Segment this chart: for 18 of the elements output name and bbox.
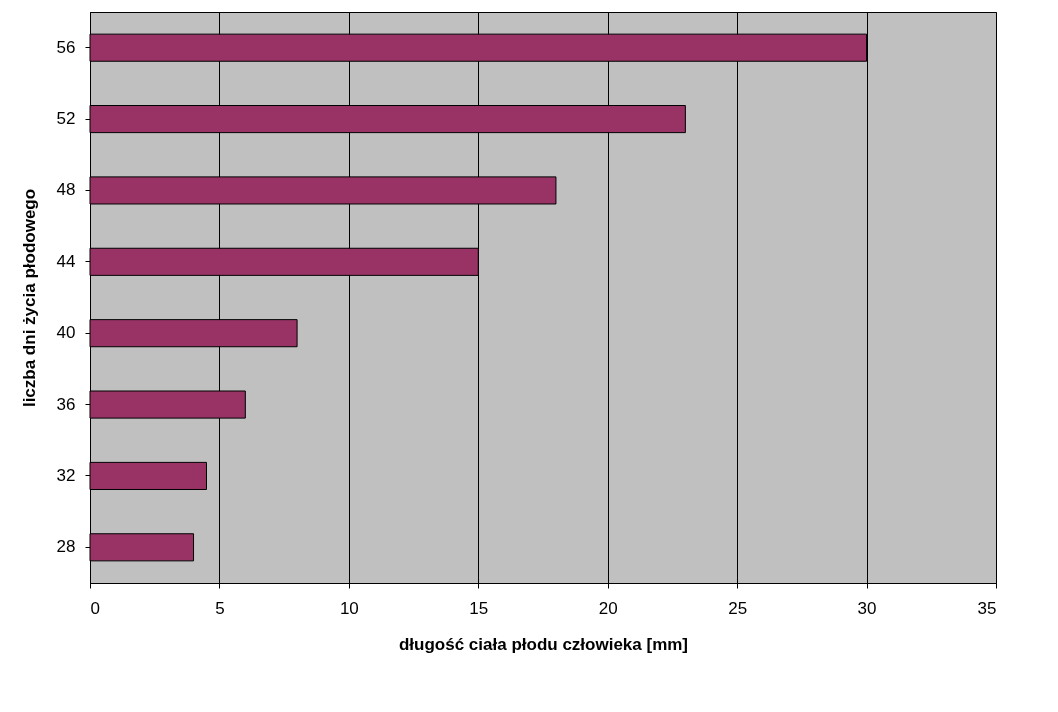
- x-axis-title: długość ciała płodu człowieka [mm]: [398, 634, 689, 654]
- y-tick-label: 32: [56, 465, 76, 485]
- x-tick-label: 30: [857, 598, 877, 618]
- x-tick-label: 20: [598, 598, 618, 618]
- x-tick-label: 15: [469, 598, 489, 618]
- y-tick-label: 52: [56, 109, 76, 129]
- y-tick-label: 36: [56, 394, 76, 414]
- x-tick-label: 5: [215, 598, 225, 618]
- y-tick-label: 28: [56, 537, 76, 557]
- y-axis-title: liczba dni życia płodowego: [19, 188, 39, 408]
- x-tick-label: 25: [728, 598, 748, 618]
- y-tick-label: 44: [56, 251, 76, 271]
- x-tick-label: 10: [339, 598, 359, 618]
- y-tick-label: 40: [56, 323, 76, 343]
- y-tick-label: 56: [56, 37, 76, 57]
- x-tick-label: 35: [977, 598, 997, 618]
- y-tick-label: 48: [56, 180, 76, 200]
- x-tick-label: 0: [90, 598, 100, 618]
